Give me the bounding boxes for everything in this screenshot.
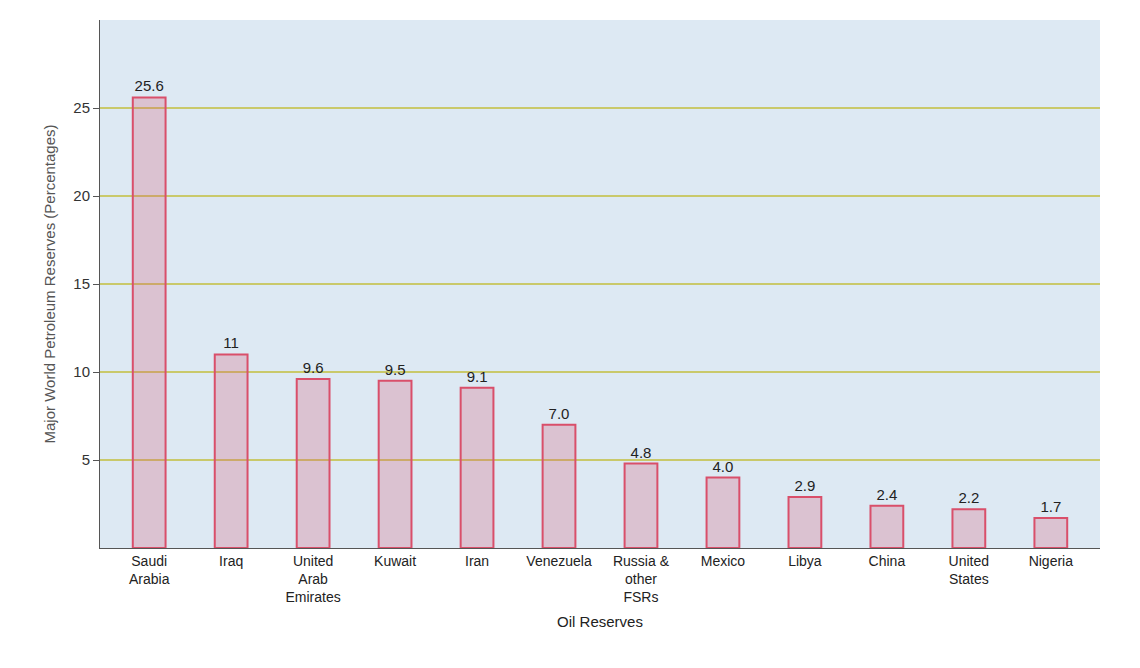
svg-text:Russia &otherFSRs: Russia &otherFSRs — [613, 553, 670, 605]
svg-text:4.0: 4.0 — [713, 458, 734, 475]
svg-text:UnitedArabEmirates: UnitedArabEmirates — [285, 553, 340, 605]
svg-text:9.1: 9.1 — [467, 368, 488, 385]
svg-text:2.2: 2.2 — [958, 489, 979, 506]
svg-text:15: 15 — [73, 275, 90, 292]
svg-text:5: 5 — [82, 451, 90, 468]
svg-text:20: 20 — [73, 187, 90, 204]
svg-text:1.7: 1.7 — [1040, 498, 1061, 515]
svg-text:Venezuela: Venezuela — [526, 553, 592, 569]
svg-text:9.5: 9.5 — [385, 361, 406, 378]
svg-text:2.4: 2.4 — [876, 486, 897, 503]
svg-text:SaudiArabia: SaudiArabia — [129, 553, 170, 587]
svg-text:Libya: Libya — [788, 553, 822, 569]
svg-text:10: 10 — [73, 363, 90, 380]
svg-text:Oil Reserves: Oil Reserves — [557, 613, 643, 630]
svg-text:4.8: 4.8 — [631, 444, 652, 461]
svg-text:Mexico: Mexico — [701, 553, 746, 569]
svg-text:Iraq: Iraq — [219, 553, 243, 569]
svg-text:25.6: 25.6 — [135, 77, 164, 94]
svg-text:9.6: 9.6 — [303, 359, 324, 376]
svg-text:Kuwait: Kuwait — [374, 553, 416, 569]
svg-text:Iran: Iran — [465, 553, 489, 569]
svg-text:25: 25 — [73, 99, 90, 116]
svg-text:Nigeria: Nigeria — [1029, 553, 1074, 569]
svg-text:2.9: 2.9 — [794, 477, 815, 494]
svg-text:7.0: 7.0 — [549, 405, 570, 422]
svg-text:11: 11 — [223, 334, 239, 351]
svg-text:China: China — [869, 553, 906, 569]
svg-text:Major World Petroleum Reserves: Major World Petroleum Reserves (Percenta… — [41, 124, 58, 443]
svg-text:UnitedStates: UnitedStates — [949, 553, 989, 587]
